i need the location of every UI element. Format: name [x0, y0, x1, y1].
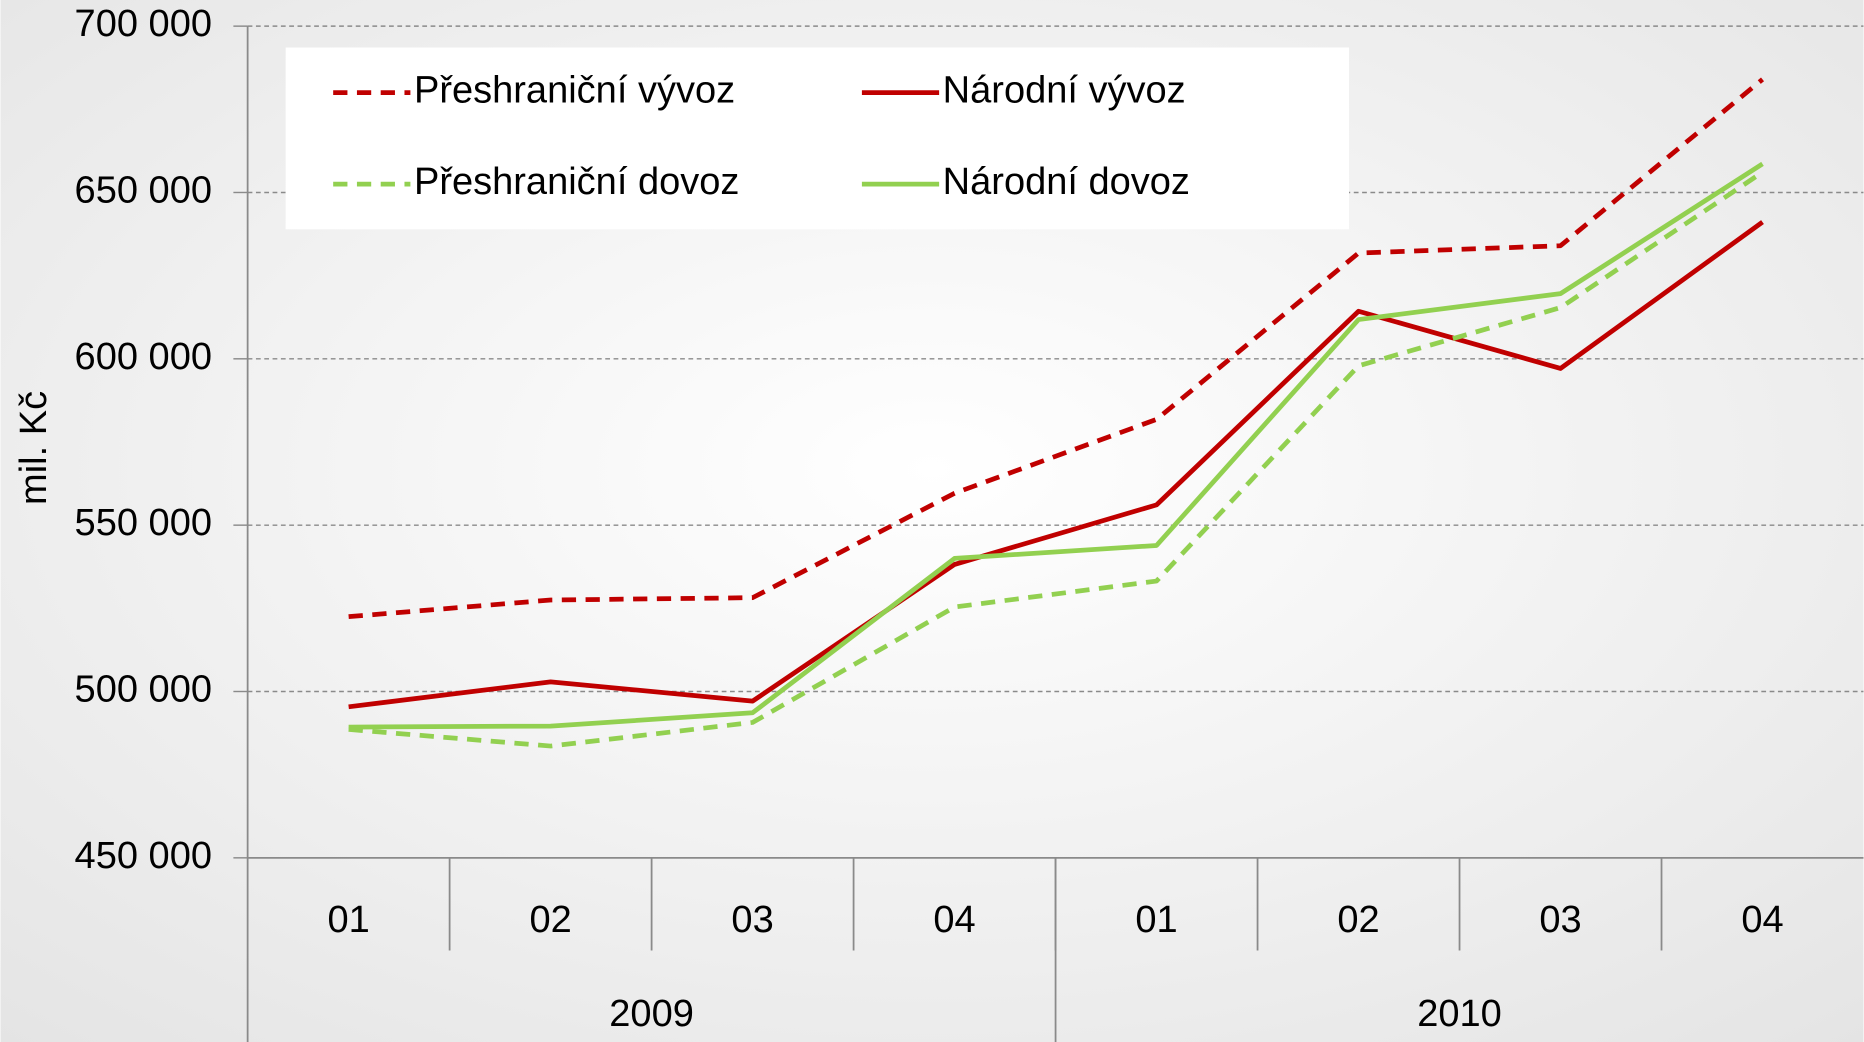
group-label: 2010 [1417, 993, 1502, 1035]
series-line [348, 77, 1765, 620]
x-tick-label: 03 [1539, 899, 1581, 941]
legend-label: Národní dovoz [943, 161, 1190, 203]
y-tick-label: 550 000 [75, 502, 212, 544]
y-axis-label: mil. Kč [13, 391, 55, 505]
x-tick-label: 02 [1337, 899, 1379, 941]
y-tick-label: 500 000 [75, 669, 212, 711]
x-tick-label: 01 [1135, 899, 1177, 941]
x-tick-label: 01 [327, 899, 369, 941]
legend-box [285, 47, 1350, 230]
series-line [348, 170, 1764, 749]
legend-label: Národní vývoz [943, 70, 1186, 112]
legend-label: Přeshraniční vývoz [414, 70, 735, 112]
legend-label: Přeshraniční dovoz [414, 161, 739, 203]
y-tick-label: 700 000 [75, 3, 212, 45]
series-line [348, 161, 1764, 730]
y-tick-label: 650 000 [75, 170, 212, 212]
series-line [348, 220, 1764, 710]
y-tick-label: 450 000 [75, 835, 212, 877]
x-tick-label: 02 [529, 899, 571, 941]
group-label: 2009 [609, 993, 694, 1035]
x-tick-label: 03 [731, 899, 773, 941]
x-tick-label: 04 [933, 899, 975, 941]
y-tick-label: 600 000 [75, 336, 212, 378]
x-tick-label: 04 [1741, 899, 1783, 941]
